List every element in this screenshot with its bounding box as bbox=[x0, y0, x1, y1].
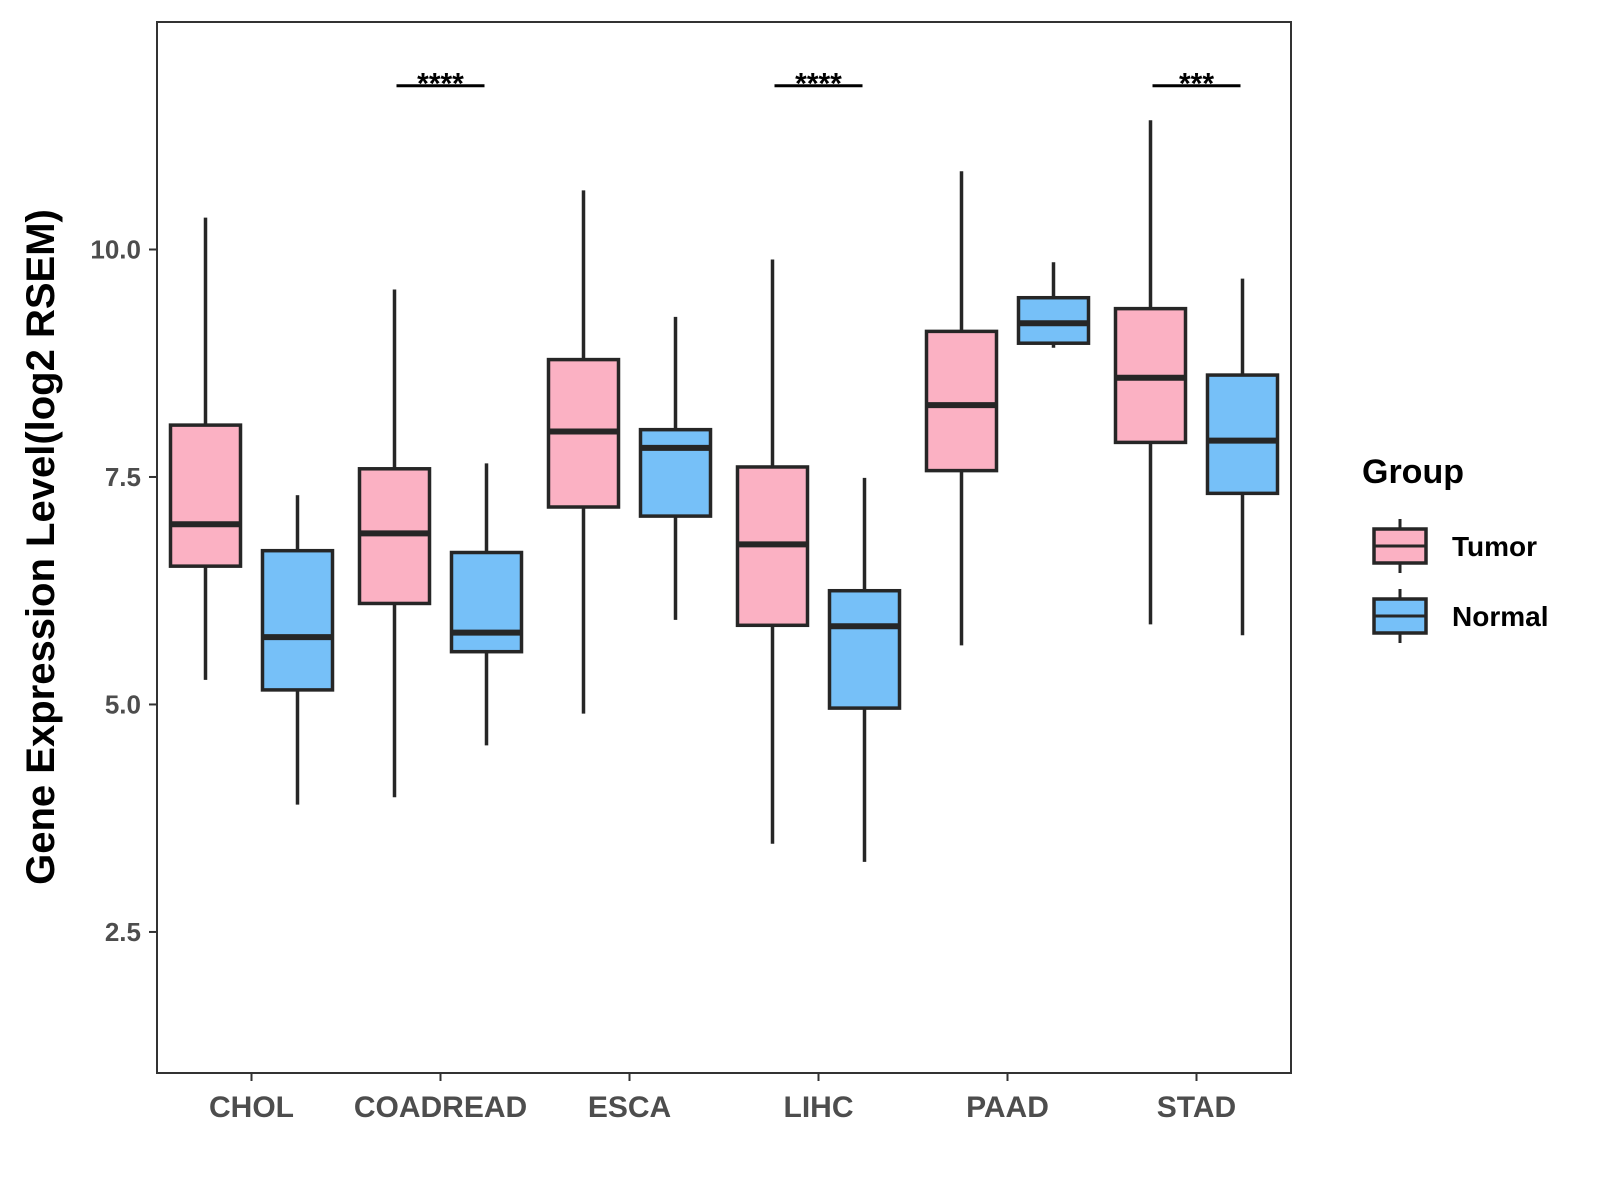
y-tick-label: 2.5 bbox=[105, 917, 141, 947]
box-tumor-stad bbox=[1113, 120, 1188, 625]
legend-label-normal: Normal bbox=[1452, 601, 1548, 632]
box-tumor-lihc bbox=[735, 259, 810, 844]
box-normal-chol bbox=[260, 495, 335, 805]
box-normal-stad bbox=[1205, 278, 1280, 636]
box-normal-coadread bbox=[449, 463, 524, 746]
box-iqr bbox=[1205, 373, 1280, 496]
y-tick-label: 10.0 bbox=[90, 234, 141, 264]
plot-panel bbox=[156, 21, 1292, 1074]
significance-coadread: **** bbox=[396, 68, 485, 101]
significance-annotations: **** **** *** bbox=[396, 68, 1241, 101]
box-normal-paad bbox=[1016, 262, 1091, 348]
y-tick-label: 5.0 bbox=[105, 689, 141, 719]
legend-entry-tumor: Tumor bbox=[1372, 519, 1537, 573]
x-tick-label-lihc: LIHC bbox=[784, 1091, 854, 1124]
legend: Group Tumor Normal bbox=[1362, 453, 1548, 643]
x-tick-label-stad: STAD bbox=[1157, 1091, 1236, 1124]
box-tumor-paad bbox=[924, 171, 999, 646]
legend-title: Group bbox=[1362, 453, 1464, 491]
x-tick-label-paad: PAAD bbox=[966, 1091, 1049, 1124]
significance-stad: *** bbox=[1152, 68, 1241, 101]
legend-label-tumor: Tumor bbox=[1452, 531, 1537, 562]
box-iqr bbox=[638, 427, 713, 518]
box-normal-lihc bbox=[827, 477, 902, 862]
box-iqr bbox=[449, 550, 524, 654]
box-tumor-esca bbox=[546, 190, 621, 714]
plot-marks bbox=[168, 120, 1280, 862]
y-tick-label: 7.5 bbox=[105, 462, 141, 492]
box-iqr bbox=[260, 548, 335, 692]
box-iqr bbox=[168, 423, 243, 568]
significance-lihc: **** bbox=[774, 68, 863, 101]
x-tick-label-chol: CHOL bbox=[209, 1091, 294, 1124]
y-axis: 2.5 5.0 7.5 10.0 bbox=[90, 234, 157, 947]
box-normal-esca bbox=[638, 316, 713, 620]
significance-label: **** bbox=[795, 68, 842, 101]
box-tumor-coadread bbox=[357, 289, 432, 798]
x-axis: CHOL COADREAD ESCA LIHC PAAD STAD bbox=[209, 1073, 1236, 1124]
significance-label: *** bbox=[1179, 68, 1214, 101]
box-iqr bbox=[924, 329, 999, 473]
box-tumor-chol bbox=[168, 217, 243, 680]
x-tick-label-coadread: COADREAD bbox=[354, 1091, 527, 1124]
legend-entry-normal: Normal bbox=[1372, 589, 1548, 643]
box-iqr bbox=[827, 588, 902, 710]
x-tick-label-esca: ESCA bbox=[588, 1091, 671, 1124]
y-axis-title: Gene Expression Level(log2 RSEM) bbox=[19, 209, 63, 885]
significance-label: **** bbox=[417, 68, 464, 101]
